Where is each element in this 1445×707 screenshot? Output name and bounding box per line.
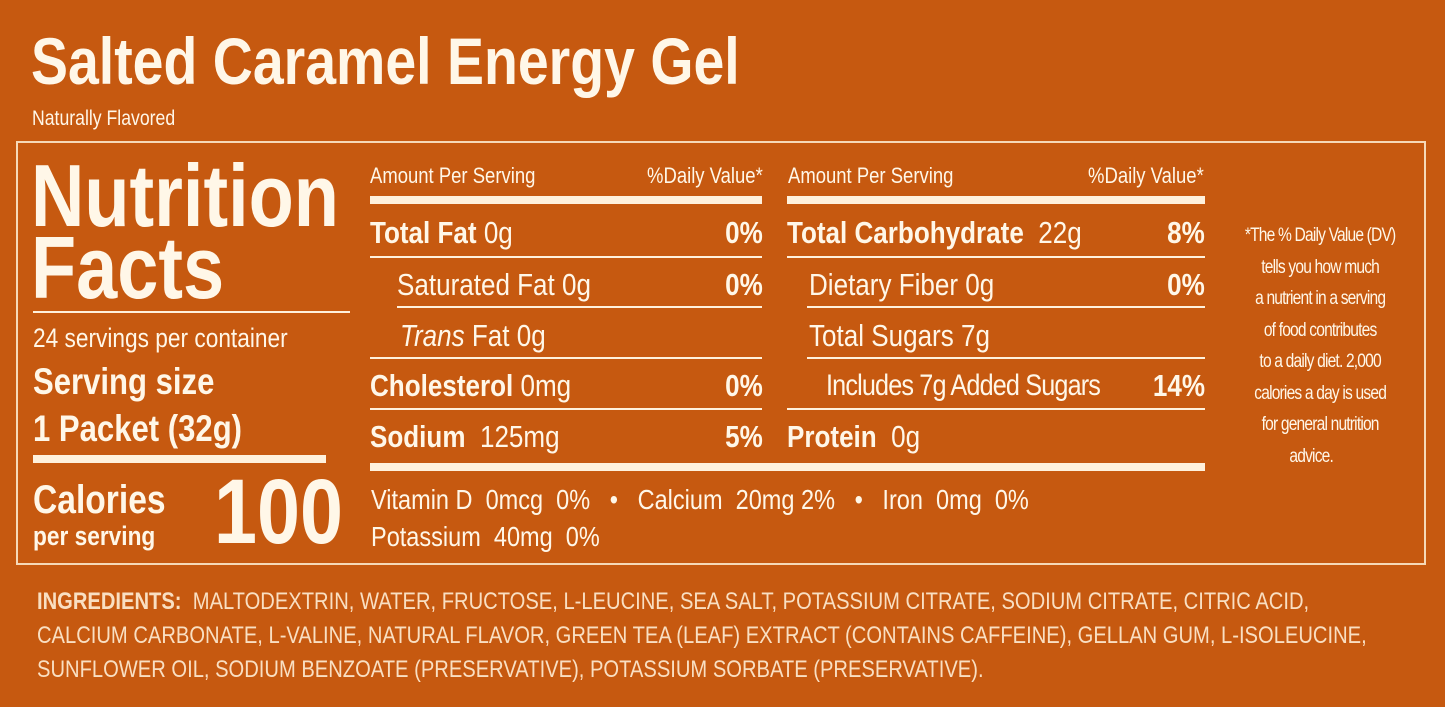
divider: [370, 408, 762, 410]
divider: [397, 306, 762, 308]
footnote-line: to a daily diet. 2,000: [1259, 351, 1381, 372]
row-added-sugars: Includes 7g Added Sugars: [826, 369, 1101, 402]
divider: [370, 256, 762, 258]
divider: [787, 408, 1205, 410]
divider-thick: [787, 196, 1205, 204]
divider-thick: [370, 463, 1205, 471]
header-dv: %Daily Value*: [647, 163, 763, 188]
dv-dietary-fiber: 0%: [1167, 267, 1205, 302]
divider-thick: [370, 196, 762, 204]
ingredients-line-2: CALCIUM CARBONATE, L-VALINE, NATURAL FLA…: [37, 622, 1367, 649]
nutrition-heading: Nutrition: [31, 146, 339, 245]
footnote-line: of food contributes: [1263, 319, 1377, 341]
dv-cholesterol: 0%: [725, 368, 763, 403]
serving-size-label: Serving size: [33, 361, 215, 402]
row-total-fat: Total Fat 0g: [370, 215, 513, 250]
footnote-line: a nutrient in a serving: [1255, 288, 1386, 309]
header-dv: %Daily Value*: [1088, 163, 1204, 188]
ingredients-line-3: SUNFLOWER OIL, SODIUM BENZOATE (PRESERVA…: [37, 656, 984, 683]
dv-total-fat: 0%: [725, 215, 763, 250]
dv-sodium: 5%: [725, 419, 763, 454]
row-total-carbohydrate: Total Carbohydrate 22g: [787, 215, 1082, 250]
potassium-line: Potassium 40mg 0%: [371, 521, 600, 552]
row-dietary-fiber: Dietary Fiber 0g: [809, 267, 995, 302]
footnote-line: advice.: [1289, 445, 1334, 467]
row-sodium: Sodium 125mg: [370, 419, 560, 454]
header-amount: Amount Per Serving: [788, 163, 954, 188]
row-cholesterol: Cholesterol 0mg: [370, 368, 572, 403]
footnote-line: tells you how much: [1261, 256, 1380, 278]
divider-thick: [33, 455, 326, 463]
facts-heading: Facts: [31, 218, 225, 317]
ingredients-label: INGREDIENTS:: [37, 588, 182, 615]
divider: [807, 306, 1205, 308]
divider: [370, 357, 762, 359]
servings-per-container: 24 servings per container: [33, 323, 288, 353]
daily-value-footnote: *The % Daily Value (DV) tells you how mu…: [1232, 220, 1408, 472]
serving-size-value: 1 Packet (32g): [33, 408, 243, 449]
dv-total-carbohydrate: 8%: [1167, 215, 1205, 250]
product-subtitle: Naturally Flavored: [32, 107, 176, 130]
row-saturated-fat: Saturated Fat 0g: [397, 267, 592, 302]
dv-saturated-fat: 0%: [725, 267, 763, 302]
header-amount: Amount Per Serving: [370, 163, 536, 188]
calories-per-serving: per serving: [33, 521, 156, 551]
footnote-line: calories a day is used: [1254, 382, 1387, 404]
footnote-line: *The % Daily Value (DV): [1244, 225, 1396, 246]
row-trans-fat: Trans Fat 0g: [400, 318, 546, 353]
divider: [787, 256, 1205, 258]
row-protein: Protein 0g: [787, 419, 921, 454]
divider: [33, 311, 350, 313]
dv-added-sugars: 14%: [1152, 368, 1205, 403]
vitamins-line: Vitamin D 0mcg 0% • Calcium 20mg 2% • Ir…: [371, 484, 1029, 515]
footnote-line: for general nutrition: [1261, 414, 1380, 435]
divider: [807, 357, 1205, 359]
row-total-sugars: Total Sugars 7g: [809, 318, 990, 353]
product-title: Salted Caramel Energy Gel: [31, 24, 740, 98]
calories-value: 100: [214, 461, 343, 563]
calories-label: Calories: [33, 478, 166, 522]
nutrition-facts-panel: [16, 141, 1426, 565]
ingredients-line-1: INGREDIENTS: MALTODEXTRIN, WATER, FRUCTO…: [37, 588, 1310, 615]
